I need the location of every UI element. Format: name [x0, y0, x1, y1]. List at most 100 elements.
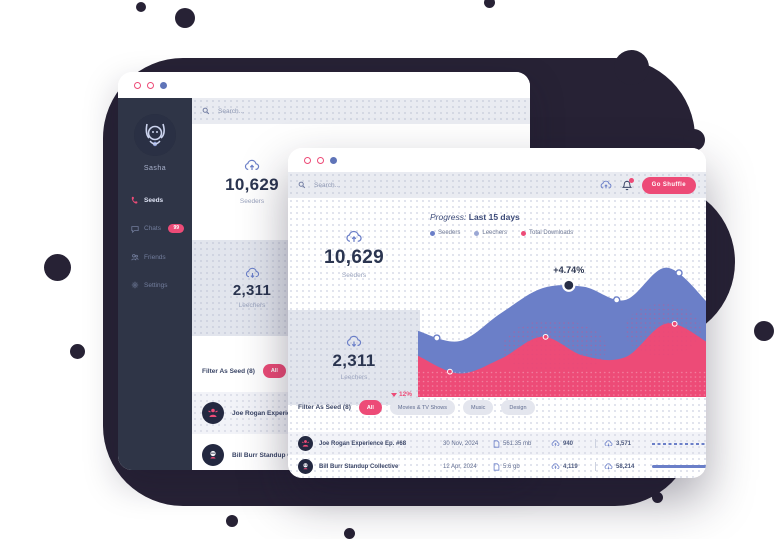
sidebar-item-label: Chats — [144, 225, 161, 232]
stat-value: 2,311 — [232, 282, 272, 299]
filter-pill-all[interactable]: All — [358, 400, 382, 415]
bg-circle — [344, 528, 355, 539]
torrent-title: Joe Rogan Experience Ep. #68 — [319, 440, 407, 447]
chart-markers — [433, 269, 683, 375]
seeders-count: 940 — [563, 440, 574, 447]
table-row[interactable]: Joe Rogan Experience Ep. #68 30 Nov, 202… — [288, 432, 706, 455]
file-icon — [493, 439, 500, 448]
chart-annotation-text: +4.74% — [553, 265, 584, 275]
chart-title-prefix: Progress: — [430, 212, 467, 222]
stat-label: Leechers — [238, 302, 266, 309]
cta-button[interactable]: Go Shuffle — [641, 176, 696, 194]
filter-pill-movies-tv[interactable]: Movies & TV Shows — [389, 400, 456, 415]
cloud-download-icon — [245, 267, 260, 279]
search-input[interactable] — [216, 106, 306, 116]
chat-bubble-icon — [131, 225, 139, 233]
progress-chart-panel: Progress: Last 15 days Seeders Leechers … — [418, 198, 706, 397]
sidebar-item-label: Settings — [144, 281, 168, 289]
legend-label: Leechers — [482, 230, 508, 236]
legend-item-seeders[interactable]: Seeders — [430, 230, 460, 236]
front-window-content: 10,629 Seeders 2,311 Leechers 12% — [288, 198, 706, 478]
chart-legend: Seeders Leechers Total Downloads — [430, 230, 573, 236]
torrent-date: 12 Apr, 2024 — [443, 463, 477, 470]
filter-label: Filter As Seed (8) — [298, 404, 351, 411]
window-minimize-button[interactable] — [147, 81, 154, 89]
chats-badge: 99 — [168, 224, 184, 233]
table-row[interactable]: Bill Burr Standup Collective 12 Apr, 202… — [288, 455, 706, 478]
sidebar-item-settings[interactable]: Settings — [131, 281, 192, 289]
bg-circle — [175, 8, 195, 28]
stat-value: 10,629 — [324, 246, 384, 268]
stat-label: Leechers — [340, 373, 368, 381]
search-icon — [298, 181, 306, 189]
cloud-download-icon — [604, 463, 613, 470]
list-item[interactable]: Bill Burr Standup Collective — [192, 434, 530, 470]
sidebar-menu: Seeds Chats 99 Friends — [118, 196, 192, 309]
notifications-bell-icon[interactable] — [621, 177, 634, 191]
seeders-count: 4,119 — [563, 463, 578, 470]
chart-title-range: Last 15 days — [468, 212, 520, 222]
file-icon — [493, 462, 500, 471]
bg-circle — [683, 129, 705, 151]
torrent-table: Joe Rogan Experience Ep. #68 30 Nov, 202… — [288, 432, 706, 478]
cloud-upload-icon — [551, 440, 560, 447]
progress-chart: +4.74% — [418, 265, 706, 397]
stat-value: 10,629 — [225, 175, 279, 194]
stat-card-seeders: 10,629 Seeders — [288, 198, 420, 310]
torrent-size: 5.6 gb — [503, 463, 520, 470]
legend-dot — [430, 230, 435, 236]
cloud-download-icon — [604, 440, 613, 447]
stat-value: 2,311 — [332, 350, 376, 370]
filter-label: Filter As Seed (8) — [202, 367, 255, 375]
cloud-upload-icon — [244, 159, 260, 172]
filter-pill-music[interactable]: Music — [463, 400, 494, 415]
torrent-title: Joe Rogan Experience Ep. #68 — [232, 409, 327, 417]
stat-label: Seeders — [341, 271, 367, 279]
gear-icon — [131, 281, 139, 289]
bg-circle — [614, 50, 649, 85]
divider — [595, 439, 596, 448]
window-close-button[interactable] — [304, 156, 311, 164]
delta-value: 12% — [398, 391, 412, 398]
profile-avatar[interactable] — [134, 114, 176, 156]
torrent-avatar — [202, 402, 224, 424]
window-minimize-button[interactable] — [317, 156, 324, 164]
torrent-avatar — [202, 444, 224, 466]
bg-circle — [484, 0, 495, 8]
divider — [595, 462, 596, 471]
search-icon — [202, 107, 210, 115]
sidebar-item-chats[interactable]: Chats 99 — [131, 224, 192, 233]
sidebar-item-friends[interactable]: Friends — [131, 253, 192, 261]
front-window-titlebar — [288, 148, 706, 172]
front-search-bar: Go Shuffle — [288, 172, 706, 198]
down-arrow-icon — [390, 392, 397, 397]
chart-title: Progress: Last 15 days — [430, 212, 520, 222]
legend-item-leechers[interactable]: Leechers — [474, 230, 507, 236]
cloud-upload-icon[interactable] — [600, 180, 612, 190]
search-input[interactable] — [312, 180, 402, 190]
progress-bar — [652, 465, 706, 468]
sidebar-item-seeds[interactable]: Seeds — [131, 196, 192, 204]
progress-bar — [652, 442, 706, 445]
torrent-size: 561.35 mb — [503, 440, 532, 447]
legend-dot — [521, 230, 527, 236]
stat-card-seeders: 10,629 Seeders — [192, 124, 312, 240]
profile-name: Sasha — [143, 165, 167, 172]
window-maximize-button[interactable] — [330, 156, 337, 164]
filter-pill-design[interactable]: Design — [501, 400, 535, 415]
cloud-upload-icon — [551, 463, 560, 470]
legend-dot — [474, 230, 480, 236]
sidebar-item-label: Seeds — [144, 196, 164, 204]
cloud-upload-icon — [345, 230, 363, 244]
window-maximize-button[interactable] — [160, 81, 167, 89]
legend-item-total-downloads[interactable]: Total Downloads — [521, 230, 573, 236]
downloads-count: 3,571 — [616, 440, 632, 447]
torrent-avatar — [298, 459, 313, 474]
leechers-delta: 12% — [390, 391, 412, 398]
filter-pill-all[interactable]: All — [262, 364, 286, 378]
sidebar-item-label: Friends — [144, 253, 166, 261]
stat-card-leechers: 2,311 Leechers 12% — [288, 310, 420, 405]
notification-dot — [628, 177, 634, 183]
window-close-button[interactable] — [134, 81, 141, 89]
front-stats-column: 10,629 Seeders 2,311 Leechers 12% — [288, 198, 420, 405]
